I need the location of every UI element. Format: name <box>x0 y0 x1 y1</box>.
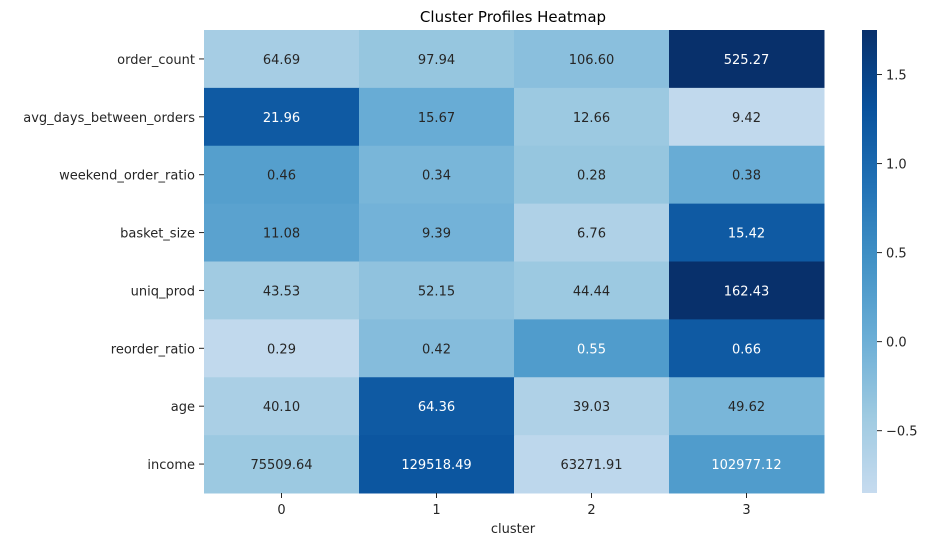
y-tick-label: income <box>147 458 195 473</box>
colorbar-tick-label: 1.5 <box>886 69 907 84</box>
cell-value-label: 21.96 <box>263 111 300 126</box>
colorbar-tick-label: 1.0 <box>886 158 907 173</box>
heatmap-cell <box>359 203 515 262</box>
y-axis-ticks: order_count avg_days_between_ordersweeken… <box>23 53 204 473</box>
heatmap-cell <box>514 261 670 320</box>
x-tick-label: 0 <box>277 503 285 518</box>
cell-value-label: 0.34 <box>422 169 451 184</box>
cell-value-label: 525.27 <box>724 53 770 68</box>
cell-value-label: 0.46 <box>267 169 296 184</box>
cell-value-label: 0.55 <box>577 342 606 357</box>
cell-value-label: 63271.91 <box>560 458 622 473</box>
cell-value-label: 162.43 <box>724 284 770 299</box>
heatmap-cell <box>669 377 825 436</box>
cell-value-label: 9.39 <box>422 227 451 242</box>
cell-value-label: 52.15 <box>418 284 455 299</box>
cell-value-label: 11.08 <box>263 227 300 242</box>
heatmap-cell <box>359 30 515 89</box>
heatmap-cell <box>204 145 360 205</box>
heatmap-cell <box>514 319 670 378</box>
heatmap-cell <box>514 435 670 494</box>
heatmap-cell <box>204 30 360 89</box>
cell-value-label: 43.53 <box>263 284 300 299</box>
cell-value-label: 75509.64 <box>250 458 312 473</box>
cell-value-label: 97.94 <box>418 53 455 68</box>
heatmap-cell <box>204 261 360 320</box>
cell-value-label: 15.67 <box>418 111 455 126</box>
x-tick-label: 2 <box>587 503 595 518</box>
x-tick-label: 1 <box>432 503 440 518</box>
cell-value-label: 64.36 <box>418 400 455 415</box>
colorbar-tick-label: 0.0 <box>886 336 907 351</box>
cell-value-label: 44.44 <box>573 284 610 299</box>
cell-value-label: 0.29 <box>267 342 296 357</box>
cell-value-label: 49.62 <box>728 400 765 415</box>
heatmap-cell <box>514 203 670 262</box>
heatmap-cell <box>204 203 360 262</box>
x-tick-label: 3 <box>742 503 750 518</box>
heatmap-cell <box>359 87 515 147</box>
colorbar-ticks: −0.5 0.0 0.5 1.0 1.5 <box>877 69 918 440</box>
cell-value-label: 15.42 <box>728 227 765 242</box>
cell-value-label: 106.60 <box>569 53 615 68</box>
cell-value-label: 40.10 <box>263 400 300 415</box>
cell-value-label: 64.69 <box>263 53 300 68</box>
heatmap-cell <box>669 145 825 205</box>
y-tick-label: weekend_order_ratio <box>59 169 195 184</box>
heatmap-cell <box>514 377 670 436</box>
colorbar <box>862 30 877 493</box>
colorbar-tick-label: −0.5 <box>886 425 918 440</box>
chart-title: Cluster Profiles Heatmap <box>420 8 606 26</box>
heatmap-cell <box>359 145 515 205</box>
y-tick-label: reorder_ratio <box>111 342 195 357</box>
cell-value-label: 6.76 <box>577 227 606 242</box>
cell-value-label: 12.66 <box>573 111 610 126</box>
cell-value-label: 0.28 <box>577 169 606 184</box>
heatmap-cell <box>204 87 360 147</box>
heatmap-cell <box>204 319 360 378</box>
heatmap-cell <box>669 203 825 262</box>
x-axis-label: cluster <box>491 522 536 537</box>
y-tick-label: basket_size <box>120 227 195 242</box>
cell-value-label: 0.38 <box>732 169 761 184</box>
cell-value-label: 9.42 <box>732 111 761 126</box>
heatmap-cells: 64.69 97.94 106.60 525.27 21.96 15.67 12.66 9.4… <box>204 30 825 494</box>
heatmap-cell <box>359 261 515 320</box>
heatmap-cell <box>514 145 670 205</box>
heatmap-cell <box>669 87 825 147</box>
y-tick-label: order_count <box>117 53 195 68</box>
cell-value-label: 39.03 <box>573 400 610 415</box>
y-tick-label: age <box>171 400 195 415</box>
heatmap-cell <box>204 435 360 494</box>
heatmap-cell <box>204 377 360 436</box>
heatmap-cell <box>359 319 515 378</box>
heatmap-cell <box>514 87 670 147</box>
cell-value-label: 129518.49 <box>401 458 471 473</box>
heatmap-cell <box>669 30 825 89</box>
heatmap-cell <box>669 435 825 494</box>
y-tick-label: uniq_prod <box>131 284 195 299</box>
cell-value-label: 102977.12 <box>711 458 781 473</box>
cell-value-label: 0.42 <box>422 342 451 357</box>
x-axis-ticks: 0 1 2 3 <box>277 493 751 518</box>
heatmap-cell <box>514 30 670 89</box>
heatmap-cell <box>669 319 825 378</box>
y-tick-label: avg_days_between_orders <box>23 111 195 126</box>
cell-value-label: 0.66 <box>732 342 761 357</box>
heatmap-cell <box>359 377 515 436</box>
heatmap-cell <box>359 435 515 494</box>
heatmap-cell <box>669 261 825 320</box>
colorbar-tick-label: 0.5 <box>886 247 907 262</box>
